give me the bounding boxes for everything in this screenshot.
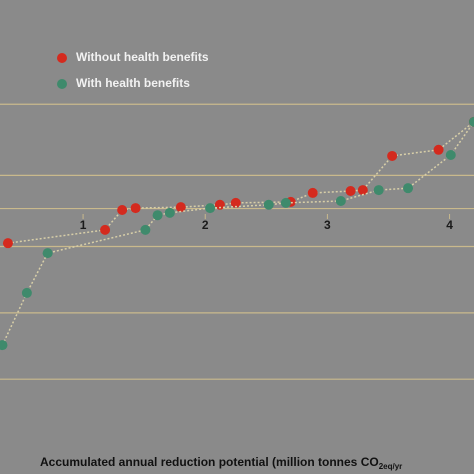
series-line	[1, 121, 474, 346]
x-axis-label-main: Accumulated annual reduction potential (…	[40, 455, 379, 469]
data-point	[130, 203, 141, 214]
data-point	[175, 202, 186, 213]
series-line	[7, 121, 474, 244]
data-point	[345, 186, 356, 197]
data-point	[357, 185, 368, 196]
data-point	[433, 144, 444, 155]
data-point	[335, 195, 346, 206]
x-axis-label-sub: 2eq/yr	[379, 462, 403, 471]
data-point	[42, 248, 53, 259]
x-tick-label: 1	[80, 218, 87, 232]
data-point	[164, 207, 175, 218]
data-point	[0, 340, 8, 351]
legend-label: With health benefits	[76, 76, 190, 90]
x-axis-label: Accumulated annual reduction potential (…	[40, 455, 402, 471]
x-tick-label: 4	[446, 218, 453, 232]
data-point	[373, 185, 384, 196]
x-tick-label: 2	[202, 218, 209, 232]
data-point	[445, 149, 456, 160]
data-point	[263, 199, 274, 210]
data-point	[21, 287, 32, 298]
data-point	[307, 187, 318, 198]
grid	[0, 103, 474, 380]
data-point	[403, 183, 414, 194]
data-point	[469, 116, 474, 127]
legend-marker	[57, 79, 67, 89]
data-point	[230, 197, 241, 208]
plot	[0, 116, 474, 351]
data-point	[214, 199, 225, 210]
data-point	[2, 238, 13, 249]
legend-label: Without health benefits	[76, 50, 209, 64]
data-point	[140, 224, 151, 235]
data-point	[387, 150, 398, 161]
data-point	[100, 224, 111, 235]
data-point	[205, 203, 216, 214]
legend-marker	[57, 53, 67, 63]
data-point	[280, 197, 291, 208]
x-tick-label: 3	[324, 218, 331, 232]
data-point	[117, 204, 128, 215]
data-point	[152, 210, 163, 221]
